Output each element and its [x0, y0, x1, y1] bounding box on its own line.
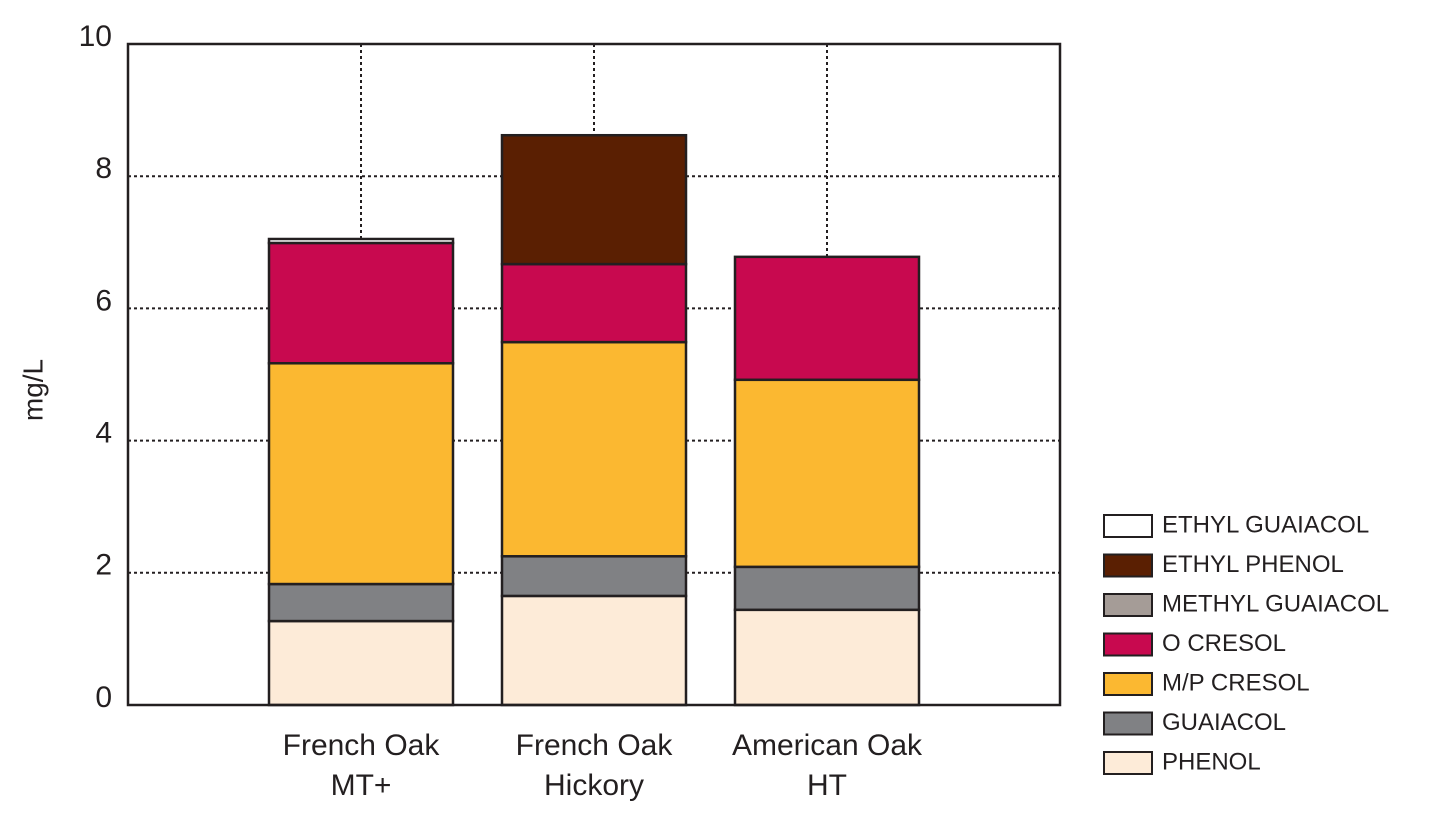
legend-label: ETHYL PHENOL	[1162, 551, 1344, 578]
legend-swatch	[1103, 632, 1153, 657]
plot-frame	[126, 42, 1062, 707]
y-tick-label: 8	[95, 152, 112, 185]
legend-swatch	[1103, 514, 1153, 538]
bar-segment	[500, 262, 688, 344]
bar-segment	[267, 362, 455, 586]
legend-label: PHENOL	[1162, 748, 1261, 775]
bar-segment	[267, 237, 455, 245]
legend-swatch	[1103, 672, 1153, 696]
x-tick-label: American Oak HT	[731, 729, 923, 802]
legend-swatch	[1103, 593, 1153, 617]
legend-label: O CRESOL	[1162, 630, 1286, 657]
legend-label: METHYL GUAIACOL	[1162, 590, 1389, 617]
bar-segment	[267, 241, 455, 365]
x-tick-label: French Oak Hickory	[515, 729, 673, 802]
bar-segment	[267, 619, 455, 707]
legend-swatch	[1103, 711, 1153, 736]
y-tick-label: 0	[95, 681, 112, 714]
y-axis-label: mg/L	[17, 359, 48, 421]
bar-segment	[733, 378, 921, 569]
legend-swatch	[1103, 751, 1153, 775]
y-tick-label: 2	[95, 549, 112, 582]
bar-segment	[267, 582, 455, 623]
y-tick-label: 10	[79, 20, 112, 53]
bar-segment	[733, 565, 921, 612]
bar-segment	[500, 555, 688, 598]
bar-segment	[500, 340, 688, 558]
bar-segment	[733, 255, 921, 382]
legend-label: ETHYL GUAIACOL	[1162, 511, 1369, 538]
bar-segment	[500, 594, 688, 707]
y-tick-label: 6	[95, 284, 112, 317]
bar-segment	[500, 133, 688, 266]
bar-segment	[733, 608, 921, 707]
y-tick-label: 4	[95, 417, 112, 450]
legend-swatch	[1103, 553, 1153, 578]
legend-label: GUAIACOL	[1162, 709, 1286, 736]
x-tick-label: French Oak MT+	[282, 729, 440, 802]
legend-label: M/P CRESOL	[1162, 669, 1310, 696]
